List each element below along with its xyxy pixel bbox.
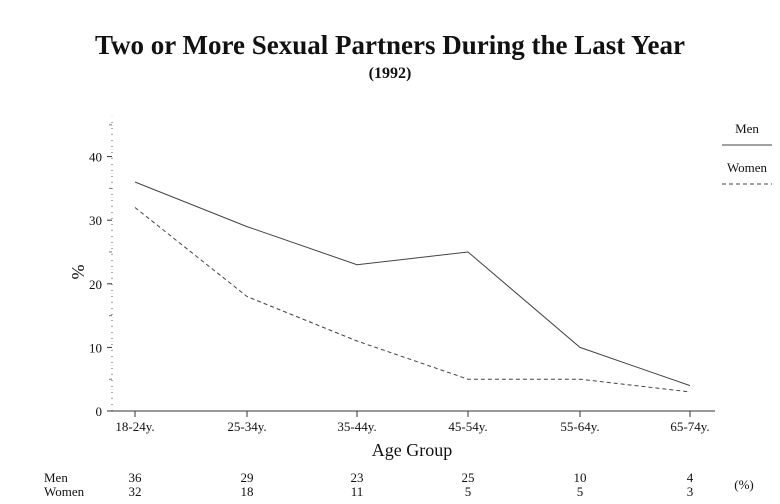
series-line-women [134,207,691,393]
table-cell: 11 [351,484,364,499]
y-tick-label: 30 [89,213,102,228]
legend-label-women: Women [727,160,768,175]
x-tick-label: 55-64y. [560,419,599,434]
x-tick-label: 35-44y. [337,419,376,434]
table-cell: 32 [129,484,142,499]
chart-subtitle: (1992) [369,65,412,82]
series-line-men [134,181,691,387]
table-cell: 4 [687,470,694,485]
table-cell: 29 [241,470,254,485]
y-tick-label: 20 [89,277,102,292]
table-cell: 18 [241,484,254,499]
y-axis-label: % [68,265,88,280]
legend: Men Women [722,121,772,185]
y-tick-label: 0 [96,404,103,419]
y-tick-label: 40 [89,150,102,165]
axes: 0 10 20 30 40 18-24y. 25-34y. 35-44y. 45-54y. 55-… [89,116,715,434]
table-cell: 3 [687,484,694,499]
table-cell: 25 [462,470,475,485]
x-axis-label: Age Group [372,440,452,460]
x-tick-label: 65-74y. [670,419,709,434]
data-table: Men 36 29 23 25 10 4 Women 32 18 11 5 5 3 (%) [44,470,754,499]
x-tick-label: 45-54y. [448,419,487,434]
table-row-label: Women [44,484,85,499]
table-cell: 5 [577,484,584,499]
table-cell: 36 [129,470,143,485]
x-tick-label: 18-24y. [115,419,154,434]
table-cell: 23 [351,470,364,485]
legend-label-men: Men [735,121,759,136]
table-unit-label: (%) [734,477,754,492]
table-cell: 10 [574,470,587,485]
chart-title: Two or More Sexual Partners During the L… [95,30,685,60]
series-layer [134,181,691,393]
x-tick-label: 25-34y. [227,419,266,434]
y-tick-label: 10 [89,340,102,355]
table-cell: 5 [465,484,472,499]
table-row-label: Men [44,470,68,485]
